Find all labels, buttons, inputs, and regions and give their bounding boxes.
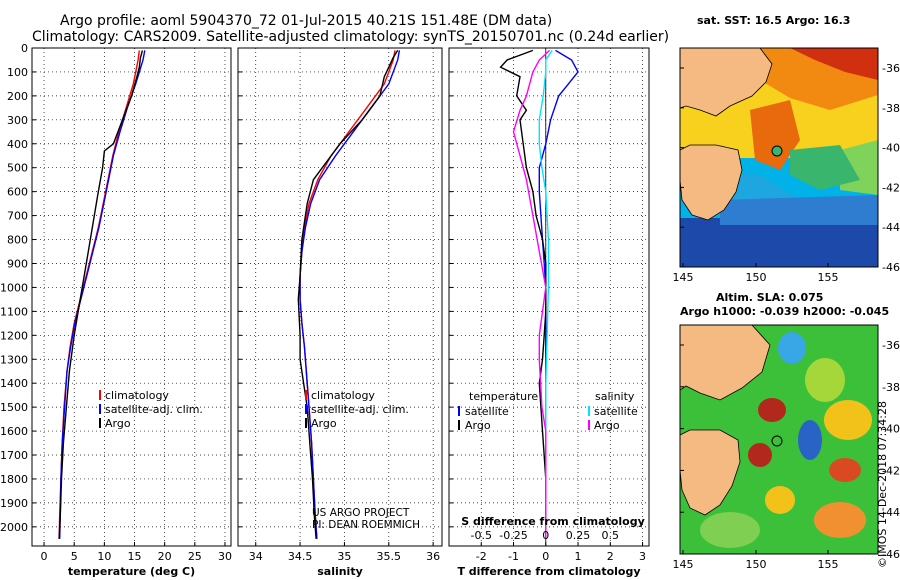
y-tick-label: 1000 <box>0 281 28 294</box>
s-tick-label: 0 <box>542 529 549 542</box>
map-lat-label: -42 <box>882 464 900 477</box>
sla-map-title: Altim. SLA: 0.075 <box>716 291 824 304</box>
x-tick-label: -2 <box>476 550 487 563</box>
x-tick-label: 10 <box>97 550 111 563</box>
y-tick-label: 1100 <box>0 305 28 318</box>
map-lat-label: -44 <box>882 221 900 234</box>
y-tick-label: 600 <box>7 186 28 199</box>
y-tick-label: 1500 <box>0 401 28 414</box>
map-lat-label: -40 <box>882 142 900 155</box>
map-lat-label: -40 <box>882 423 900 436</box>
x-tick-label: 2 <box>607 550 614 563</box>
map-lat-label: -36 <box>882 339 900 352</box>
x-tick-label: 25 <box>188 550 202 563</box>
y-tick-label: 1900 <box>0 497 28 510</box>
y-tick-label: 700 <box>7 210 28 223</box>
y-tick-label: 1400 <box>0 377 28 390</box>
x-tick-label: 36 <box>426 550 440 563</box>
map-lat-label: -44 <box>882 506 900 519</box>
y-tick-label: 1600 <box>0 425 28 438</box>
x-tick-label: 1 <box>575 550 582 563</box>
map-lat-label: -42 <box>882 181 900 194</box>
x-tick-label: 15 <box>128 550 142 563</box>
legend-label: climatology <box>105 389 169 402</box>
x-tick-label: 34.5 <box>288 550 313 563</box>
y-tick-label: 1800 <box>0 473 28 486</box>
map-lat-label: -46 <box>882 548 900 561</box>
x-axis-label: temperature (deg C) <box>68 565 195 578</box>
legend-label: satellite <box>594 405 638 418</box>
map-lon-label: 145 <box>673 271 694 284</box>
series-line <box>512 49 551 539</box>
sla-map <box>680 325 878 554</box>
legend-label: satellite <box>465 405 509 418</box>
map-lon-label: 150 <box>746 271 767 284</box>
sst-map-title: sat. SST: 16.5 Argo: 16.3 <box>697 14 851 27</box>
sst-map <box>680 48 878 267</box>
s-tick-label: 0.5 <box>602 529 620 542</box>
s-axis-label: S difference from climatology <box>461 515 645 528</box>
x-tick-label: 35.5 <box>377 550 402 563</box>
x-tick-label: -1 <box>508 550 519 563</box>
x-tick-label: 0 <box>542 550 549 563</box>
plot-frame <box>31 47 232 547</box>
y-tick-label: 400 <box>7 138 28 151</box>
x-tick-label: 20 <box>158 550 172 563</box>
s-tick-label: -0.25 <box>499 529 527 542</box>
legend-label: satellite-adj. clim. <box>311 403 409 416</box>
s-tick-label: 0.25 <box>566 529 591 542</box>
profile-panel-3: -2 -1 0 1 2 3 T difference from climatology tem… <box>448 47 650 578</box>
profile-panel-1: 0 5 10 15 20 25 300100200300400500600700800900… <box>0 42 232 578</box>
y-tick-label: 0 <box>21 42 28 55</box>
legend-label: Argo <box>105 417 131 430</box>
x-tick-label: 0 <box>41 550 48 563</box>
legend-label: Argo <box>311 417 337 430</box>
y-tick-label: 1300 <box>0 353 28 366</box>
y-tick-label: 1200 <box>0 329 28 342</box>
series-line <box>499 49 547 539</box>
project-annotation: PI: DEAN ROEMMICH <box>312 519 420 531</box>
s-tick-label: -0.5 <box>471 529 492 542</box>
y-tick-label: 900 <box>7 257 28 270</box>
y-tick-label: 800 <box>7 234 28 247</box>
map-lat-label: -46 <box>882 261 900 274</box>
y-tick-label: 300 <box>7 114 28 127</box>
y-tick-label: 2000 <box>0 521 28 534</box>
sla-map-subtitle: Argo h1000: -0.039 h2000: -0.045 <box>680 305 890 318</box>
x-tick-label: 3 <box>639 550 646 563</box>
map-lon-label: 150 <box>746 558 767 571</box>
y-tick-label: 200 <box>7 90 28 103</box>
x-tick-label: 5 <box>71 550 78 563</box>
map-lon-label: 155 <box>818 271 839 284</box>
y-tick-label: 500 <box>7 162 28 175</box>
legend-label: satellite-adj. clim. <box>105 403 203 416</box>
y-tick-label: 1700 <box>0 449 28 462</box>
map-lon-label: 155 <box>818 558 839 571</box>
x-axis-label: salinity <box>317 565 363 578</box>
legend-label: Argo <box>594 419 620 432</box>
legend-label: Argo <box>465 419 491 432</box>
y-tick-label: 100 <box>7 66 28 79</box>
x-tick-label: 30 <box>218 550 232 563</box>
x-axis-label: T difference from climatology <box>457 565 640 578</box>
x-tick-label: 34 <box>249 550 263 563</box>
profile-panel-2: 34 34.5 35 35.5 36 salinity climatologysatelli… <box>237 47 443 578</box>
figure-title-line2: Climatology: CARS2009. Satellite-adjuste… <box>32 29 670 45</box>
project-annotation: US ARGO PROJECT <box>312 507 410 519</box>
legend-title-temperature: temperature <box>469 390 538 403</box>
plot-frame <box>448 47 650 547</box>
series-line <box>58 50 144 539</box>
map-lat-label: -36 <box>882 62 900 75</box>
legend-label: climatology <box>311 389 375 402</box>
map-lon-label: 145 <box>673 558 694 571</box>
map-lat-label: -38 <box>882 102 900 115</box>
series-line <box>297 50 399 539</box>
map-lat-label: -38 <box>882 381 900 394</box>
legend-title-salinity: salinity <box>595 390 635 403</box>
x-tick-label: 35 <box>337 550 351 563</box>
figure-title-line1: Argo profile: aoml 5904370_72 01-Jul-201… <box>60 13 553 29</box>
map-panels: -36 -38 -40 -42 -44 -46 145 150 155 -36 -38 -40 -42 -… <box>673 47 900 571</box>
plot-frame <box>237 47 443 547</box>
